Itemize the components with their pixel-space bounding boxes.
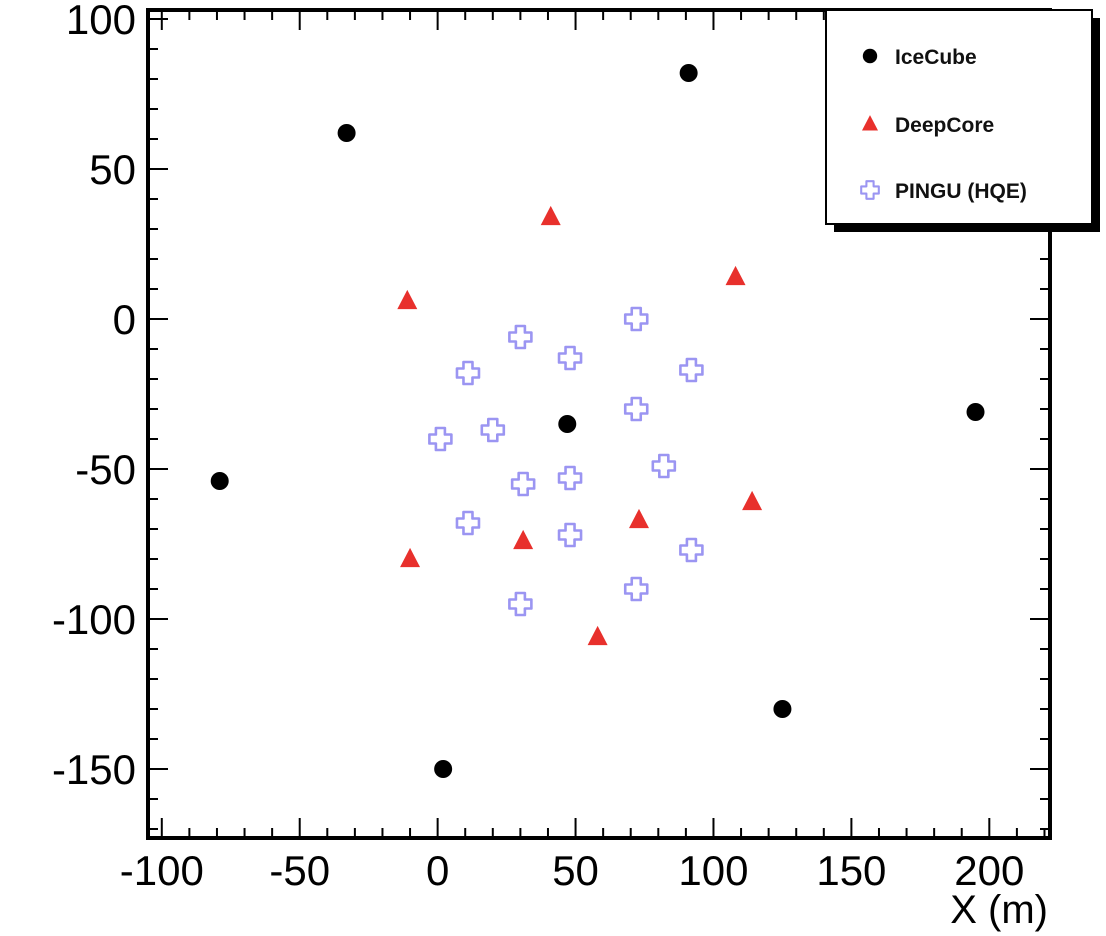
pingu-point <box>455 360 481 386</box>
pingu-point <box>508 591 533 617</box>
deepcore-legend-marker <box>862 115 878 131</box>
pingu-point <box>557 465 583 491</box>
icecube-point <box>679 64 698 82</box>
pingu-point <box>623 306 649 332</box>
y-tick-label: -150 <box>52 746 136 793</box>
deepcore-point <box>397 289 418 310</box>
pingu-point <box>557 345 583 371</box>
x-tick-label: -50 <box>269 847 330 894</box>
icecube-point <box>337 124 356 142</box>
pingu-point <box>623 396 649 422</box>
legend-entries: IceCube DeepCore PINGU (HQE) <box>860 46 1027 203</box>
x-tick-label: 0 <box>426 847 449 894</box>
x-tick-label: 150 <box>816 847 886 894</box>
x-tick-label: -100 <box>120 847 204 894</box>
x-axis-title: X (m) <box>950 888 1048 932</box>
pingu-point <box>510 471 536 497</box>
deepcore-point <box>725 265 746 286</box>
deepcore-point <box>628 508 649 529</box>
pingu-legend-marker <box>860 180 880 200</box>
pingu-point <box>651 453 677 479</box>
tick-labels: -100 -50 0 50 100 150 200 100 50 0 -50 -100 -150 <box>52 0 1024 894</box>
icecube-point <box>210 472 229 490</box>
deepcore-point <box>742 490 763 511</box>
icecube-point <box>773 700 792 718</box>
y-tick-label: -100 <box>52 596 136 643</box>
pingu-point <box>679 537 704 563</box>
pingu-point <box>623 576 649 602</box>
icecube-point <box>558 415 577 433</box>
x-tick-label: 100 <box>678 847 748 894</box>
pingu-point <box>557 522 583 548</box>
legend-label: IceCube <box>895 46 977 69</box>
y-tick-label: 0 <box>113 296 136 343</box>
y-tick-label: -50 <box>75 446 136 493</box>
icecube-legend-marker <box>862 48 878 64</box>
legend-label: PINGU (HQE) <box>895 180 1027 203</box>
deepcore-point <box>513 529 534 550</box>
x-tick-label: 200 <box>954 847 1024 894</box>
deepcore-point <box>400 547 421 568</box>
icecube-point <box>434 760 453 778</box>
deepcore-point <box>540 205 561 226</box>
legend: IceCube DeepCore PINGU (HQE) <box>825 9 1100 232</box>
y-tick-label: 100 <box>66 0 136 43</box>
x-tick-label: 50 <box>552 847 599 894</box>
data-points <box>210 64 985 778</box>
pingu-point <box>428 426 453 452</box>
pingu-point <box>455 510 481 536</box>
deepcore-point <box>587 625 608 646</box>
y-tick-label: 50 <box>89 146 136 193</box>
pingu-point <box>480 417 506 443</box>
legend-label: DeepCore <box>895 114 994 137</box>
pingu-point <box>508 324 533 350</box>
pingu-point <box>679 357 704 383</box>
icecube-point <box>966 403 985 421</box>
